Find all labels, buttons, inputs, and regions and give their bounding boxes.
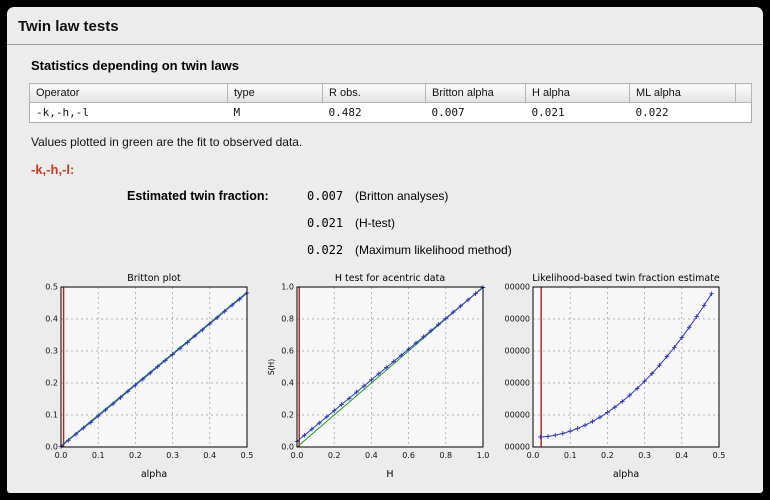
britton-estimate-method: (Britton analyses)	[355, 189, 449, 203]
svg-text:0.4: 0.4	[45, 315, 58, 324]
svg-text:0.4: 0.4	[365, 451, 378, 460]
green-fit-note: Values plotted in green are the fit to o…	[31, 135, 303, 149]
cell-ml-alpha[interactable]: 0.022	[629, 102, 736, 123]
svg-text:0.5: 0.5	[45, 283, 58, 292]
svg-text:0.0: 0.0	[291, 451, 304, 460]
svg-text:0.2: 0.2	[328, 451, 341, 460]
svg-text:00000: 00000	[505, 347, 530, 356]
svg-text:0.4: 0.4	[203, 451, 216, 460]
estimate-row-h-test: 0.021 (H-test)	[127, 210, 763, 237]
svg-text:00000: 00000	[505, 379, 530, 388]
svg-text:00000: 00000	[505, 315, 530, 324]
estimated-twin-fraction-block: Estimated twin fraction: 0.007 (Britton …	[127, 183, 763, 264]
svg-text:0.1: 0.1	[564, 451, 577, 460]
svg-text:0.8: 0.8	[281, 315, 294, 324]
twin-laws-table: Operator type R obs. Britton alpha H alp…	[29, 83, 752, 123]
britton-plot-figure: 0.0 0.1 0.2 0.3 0.4 0.5 0.0 0.1 0.2 0.3 0.4 0.5 Brit…	[31, 271, 255, 481]
col-header-operator[interactable]: Operator	[29, 83, 228, 103]
col-header-ml-alpha[interactable]: ML alpha	[629, 83, 736, 103]
svg-text:S(H): S(H)	[267, 359, 276, 375]
estimate-row-ml: 0.022 (Maximum likelihood method)	[127, 237, 763, 264]
svg-text:0.3: 0.3	[166, 451, 179, 460]
svg-text:0.1: 0.1	[45, 411, 58, 420]
svg-text:0.0: 0.0	[55, 451, 68, 460]
svg-text:0.6: 0.6	[402, 451, 415, 460]
col-header-britton-alpha[interactable]: Britton alpha	[425, 83, 526, 103]
svg-text:0.2: 0.2	[129, 451, 142, 460]
svg-text:0.0: 0.0	[527, 451, 540, 460]
cell-britton-alpha[interactable]: 0.007	[425, 102, 526, 123]
cell-type[interactable]: M	[227, 102, 323, 123]
svg-text:0.3: 0.3	[45, 347, 58, 356]
cell-operator[interactable]: -k,-h,-l	[29, 102, 228, 123]
svg-text:H: H	[386, 469, 393, 480]
svg-text:0.1: 0.1	[92, 451, 105, 460]
svg-text:0.2: 0.2	[45, 379, 58, 388]
svg-text:00000: 00000	[505, 283, 530, 292]
svg-text:0.0: 0.0	[281, 443, 294, 452]
svg-text:0.2: 0.2	[281, 411, 294, 420]
h-test-estimate-value: 0.021	[307, 216, 344, 230]
svg-text:0.6: 0.6	[281, 347, 294, 356]
section-heading: Statistics depending on twin laws	[31, 58, 240, 73]
svg-text:Britton plot: Britton plot	[127, 273, 181, 284]
h-test-plot-figure: 0.0 0.2 0.4 0.6 0.8 1.0 0.0 0.2 0.4 0.6 0.8 1.0 H te…	[267, 271, 491, 481]
table-scrollbar-corner	[735, 83, 752, 103]
table-header-row: Operator type R obs. Britton alpha H alp…	[29, 83, 752, 103]
svg-text:Likelihood-based twin fraction: Likelihood-based twin fraction estimate	[532, 273, 720, 284]
svg-text:0.5: 0.5	[713, 451, 726, 460]
svg-text:0.5: 0.5	[241, 451, 254, 460]
svg-text:0.4: 0.4	[675, 451, 688, 460]
cell-r-obs[interactable]: 0.482	[322, 102, 426, 123]
twin-law-heading: -k,-h,-l:	[31, 162, 75, 177]
svg-text:00000: 00000	[505, 411, 530, 420]
svg-text:1.0: 1.0	[477, 451, 490, 460]
col-header-type[interactable]: type	[227, 83, 323, 103]
cell-h-alpha[interactable]: 0.021	[525, 102, 630, 123]
svg-text:0.2: 0.2	[601, 451, 614, 460]
plots-row: 0.0 0.1 0.2 0.3 0.4 0.5 0.0 0.1 0.2 0.3 0.4 0.5 Brit…	[31, 271, 763, 481]
svg-text:0.3: 0.3	[638, 451, 651, 460]
col-header-h-alpha[interactable]: H alpha	[525, 83, 630, 103]
svg-text:0.0: 0.0	[45, 443, 58, 452]
twin-law-tests-panel: Twin law tests Statistics depending on t…	[7, 7, 763, 493]
svg-text:H test for acentric data: H test for acentric data	[335, 273, 445, 284]
estimate-row-britton: Estimated twin fraction: 0.007 (Britton …	[127, 183, 763, 210]
svg-text:0.8: 0.8	[439, 451, 452, 460]
ml-estimate-method: (Maximum likelihood method)	[355, 243, 512, 257]
svg-text:alpha: alpha	[141, 469, 167, 480]
page-title: Twin law tests	[7, 7, 763, 45]
h-test-estimate-method: (H-test)	[355, 216, 395, 230]
svg-text:1.0: 1.0	[281, 283, 294, 292]
svg-text:alpha: alpha	[613, 469, 639, 480]
table-row[interactable]: -k,-h,-l M 0.482 0.007 0.021 0.022	[29, 102, 752, 123]
cell-scrollbar-stub	[735, 102, 752, 123]
svg-text:00000: 00000	[505, 443, 530, 452]
britton-estimate-value: 0.007	[307, 189, 344, 203]
svg-text:0.4: 0.4	[281, 379, 294, 388]
likelihood-plot-figure: 0.0 0.1 0.2 0.3 0.4 0.5 00000 00000 00000 00000 00…	[503, 271, 727, 481]
ml-estimate-value: 0.022	[307, 243, 344, 257]
col-header-r-obs[interactable]: R obs.	[322, 83, 426, 103]
estimated-twin-fraction-label: Estimated twin fraction:	[127, 189, 269, 203]
